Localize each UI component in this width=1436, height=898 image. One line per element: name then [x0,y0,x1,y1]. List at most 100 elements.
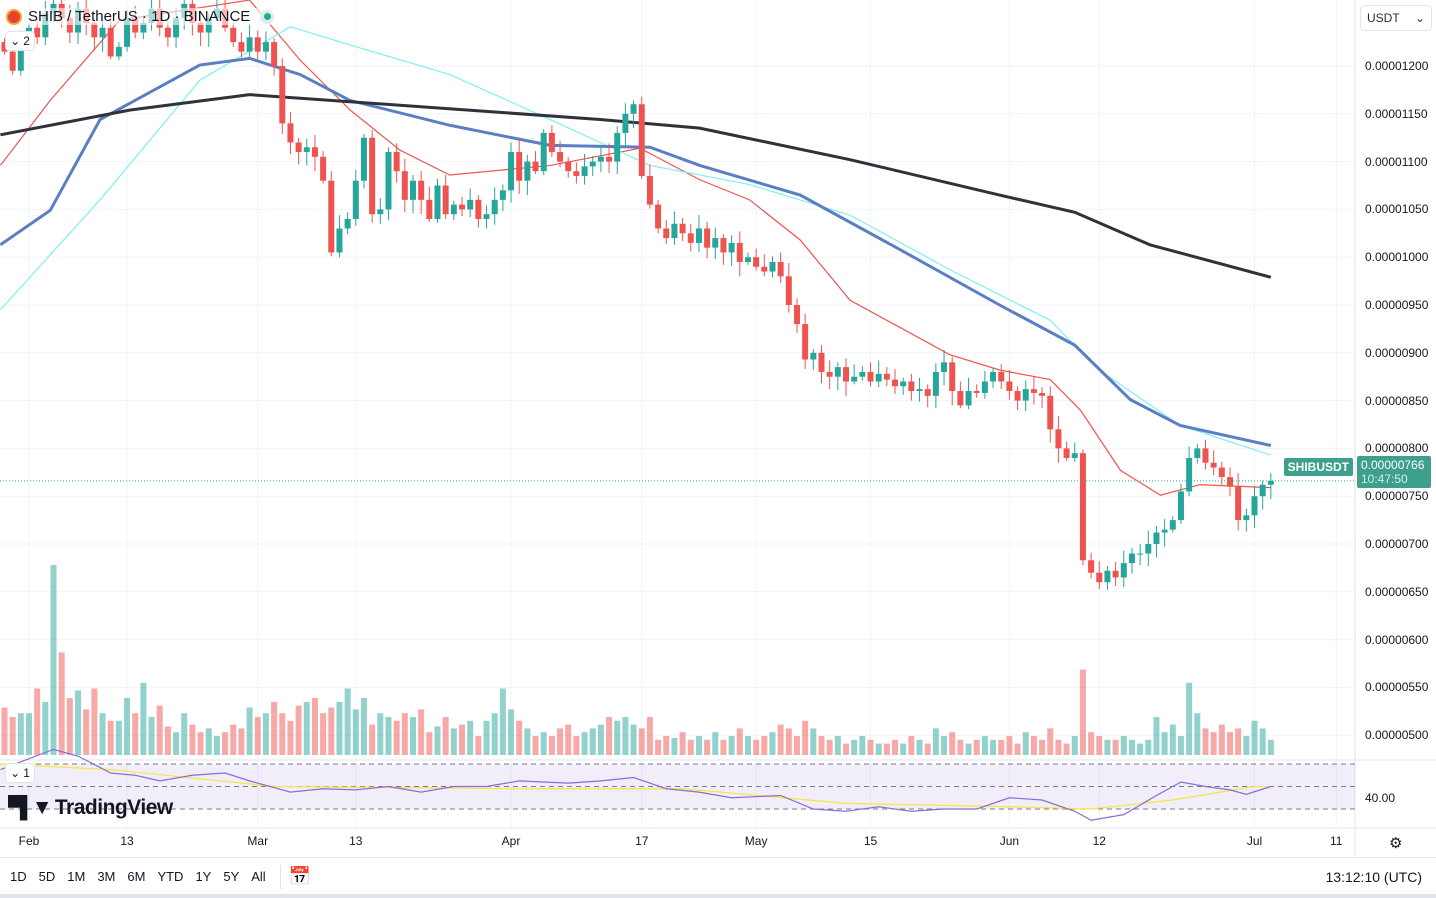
volume-bar [475,736,482,755]
volume-bar [124,698,131,755]
collapse-rsi-button[interactable]: ⌄ 1 [5,763,35,783]
x-axis-label: 13 [120,834,134,848]
candle-body [107,27,114,57]
candle-body [646,175,653,205]
tradingview-logo[interactable]: ▀▌▼ TradingView [8,796,173,819]
volume-bar [287,720,294,755]
volume-bar [450,728,457,755]
volume-bar [107,720,114,755]
collapse-indicators-button[interactable]: ⌄ 2 [5,31,35,51]
x-axis-label: 11 [1329,834,1343,848]
volume-bar [941,736,948,755]
volume-bar [736,728,743,755]
candle-body [434,185,441,219]
volume-bar [17,713,24,755]
candle-body [924,389,931,396]
candle-body [99,27,106,38]
candle-body [753,257,760,267]
settings-gear-icon[interactable]: ⚙ [1389,835,1403,852]
candle-body [124,18,131,47]
y-axis-label: 0.00001050 [1365,202,1429,217]
candle-body [401,171,408,200]
volume-bar [66,698,73,755]
range-button-5y[interactable]: 5Y [223,869,240,884]
candle-body [867,371,874,382]
volume-bar [50,565,57,755]
volume-bar [328,707,335,755]
candle-body [393,152,400,172]
volume-bar [712,732,719,755]
candle-body [499,190,506,200]
candle-body [851,376,858,382]
volume-bar [883,743,890,755]
volume-bar [1104,739,1111,755]
candle-body [66,18,73,33]
x-axis-label: Mar [247,834,269,848]
candle-body [941,362,948,372]
range-button-5d[interactable]: 5D [38,869,56,884]
chevron-down-icon: ⌄ [1414,11,1425,25]
volume-bar [622,717,629,755]
volume-bar [646,717,653,755]
volume-bar [1022,732,1029,755]
candle-body [777,261,784,277]
volume-bar [1120,736,1127,755]
range-button-1d[interactable]: 1D [10,869,27,884]
volume-bar [949,732,956,755]
y-axis-label: 0.00000800 [1365,441,1429,456]
candle-body [663,228,670,239]
candle-body [761,266,768,272]
x-axis-label: Jul [1246,834,1263,848]
volume-bar [597,724,604,755]
candle-body [614,132,621,162]
symbol-legend[interactable]: SHIB / TetherUS · 1D · BINANCE [6,8,275,25]
candle-body [932,371,939,396]
candle-body [328,180,335,253]
candle-body [1226,477,1233,487]
currency-select[interactable]: USDT ⌄ [1360,5,1432,31]
candle-body [295,142,302,153]
volume-bar [998,739,1005,755]
volume-bar [491,713,498,755]
candle-body [34,27,41,38]
candle-body [230,27,237,43]
range-button-6m[interactable]: 6M [127,869,146,884]
y-axis-label: 0.00001150 [1365,106,1428,121]
volume-bar [369,724,376,755]
candle-body [1186,457,1193,492]
goto-date-calendar-icon[interactable]: 📅 [288,866,312,886]
volume-bar [671,737,678,755]
candle-body [164,27,171,38]
volume-bar [181,713,188,755]
ma-cyan-line [0,26,1272,456]
x-axis-label: Apr [501,834,521,848]
volume-bar [148,717,155,755]
candle-body [1169,520,1176,530]
candle-body [524,161,531,181]
range-button-1y[interactable]: 1Y [195,869,212,884]
candle-body [9,51,16,71]
utc-clock[interactable]: 13:12:10 (UTC) [1325,869,1422,885]
volume-bar [965,743,972,755]
range-button-1m[interactable]: 1M [67,869,86,884]
candle-body [1,42,8,52]
range-button-all[interactable]: All [251,869,266,884]
shib-coin-icon [6,8,22,25]
candle-body [1161,529,1168,533]
range-button-ytd[interactable]: YTD [157,869,184,884]
volume-bar [818,736,825,755]
candle-body [900,381,907,387]
x-axis-label: May [744,834,768,848]
volume-bar [1210,732,1217,755]
volume-bar [385,717,392,755]
candle-body [908,381,915,392]
volume-bar [753,739,760,755]
candle-body [377,209,384,215]
chevron-down-icon: ⌄ [10,766,21,780]
range-button-3m[interactable]: 3M [97,869,116,884]
volume-bar [262,713,269,755]
volume-bar [916,739,923,755]
volume-bar [173,732,180,755]
volume-bar [638,728,645,755]
